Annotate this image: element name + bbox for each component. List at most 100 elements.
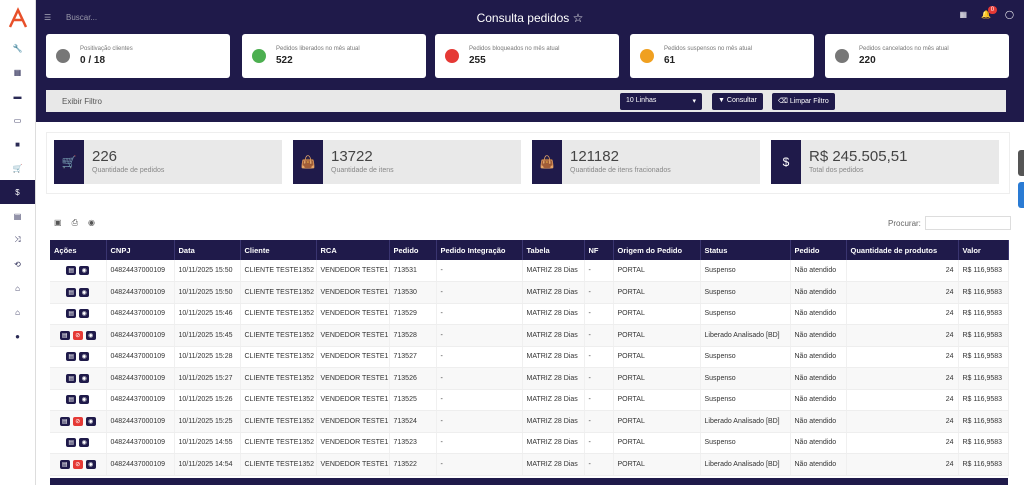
cell-rca: VENDEDOR TESTE1: [316, 281, 390, 304]
consultar-button[interactable]: ▼ Consultar: [712, 92, 763, 110]
book-icon[interactable]: ▬: [13, 91, 22, 101]
document-icon[interactable]: ▤: [66, 287, 77, 297]
cell-pedido: 713531: [389, 260, 437, 282]
grid-icon[interactable]: ▦: [959, 10, 968, 19]
briefcase-icon[interactable]: ■: [15, 139, 20, 149]
user-icon: [56, 49, 70, 63]
cell-cliente: CLIENTE TESTE1352: [240, 432, 317, 454]
eye-icon[interactable]: ◉: [79, 266, 90, 275]
eye-icon[interactable]: ◉: [79, 287, 90, 297]
cell-cnpj: 04824437000109: [106, 453, 175, 476]
column-header[interactable]: Quantidade de produtos: [846, 240, 959, 260]
app-logo[interactable]: [0, 0, 35, 36]
document-icon[interactable]: ▤: [59, 416, 70, 426]
home-icon[interactable]: ⌂: [15, 307, 20, 317]
eye-icon[interactable]: ◉: [79, 373, 90, 383]
shuffle-icon[interactable]: ⤨: [14, 235, 21, 244]
document-icon[interactable]: ▤: [59, 330, 70, 340]
row-actions: ▤ ◉: [50, 389, 107, 411]
eye-icon[interactable]: ◉: [79, 438, 90, 448]
table-row[interactable]: ▤ ⊘ ◉ 04824437000109 10/11/2025 15:25 CLIENTE…: [50, 410, 1009, 433]
cell-nf: -: [584, 432, 614, 454]
document-icon[interactable]: ▤: [66, 352, 77, 362]
column-header[interactable]: Pedido: [790, 240, 847, 260]
row-actions: ▤ ⊘ ◉: [50, 410, 107, 433]
column-header[interactable]: Valor: [958, 240, 1009, 260]
view-icon[interactable]: ◉: [87, 218, 95, 227]
document-icon[interactable]: ▤: [66, 266, 77, 275]
bell-icon[interactable]: 🔔 0: [981, 6, 998, 19]
eye-icon[interactable]: ◉: [79, 309, 90, 319]
column-header[interactable]: Status: [700, 240, 791, 260]
eye-icon[interactable]: ◉: [85, 459, 96, 469]
eye-icon[interactable]: ◉: [79, 395, 90, 405]
column-header[interactable]: Data: [174, 240, 241, 260]
cancel-icon[interactable]: ⊘: [72, 459, 83, 469]
table-row[interactable]: ▤ ◉ 04824437000109 10/11/2025 15:50 CLIENTE …: [50, 260, 1009, 282]
dollar-icon[interactable]: $: [0, 180, 35, 204]
cell-ped: Não atendido: [790, 281, 847, 304]
calculator-icon[interactable]: ▦: [13, 67, 22, 77]
user-icon[interactable]: ●: [15, 331, 20, 341]
lines-select[interactable]: 10 Linhas ▾: [620, 92, 702, 110]
eye-icon[interactable]: ◉: [85, 416, 96, 426]
cell-nf: -: [584, 410, 614, 433]
cell-origem: PORTAL: [613, 260, 701, 282]
cell-rca: VENDEDOR TESTE1: [316, 389, 390, 411]
store-icon[interactable]: ⌂: [15, 283, 20, 293]
column-header[interactable]: Tabela: [522, 240, 585, 260]
export-icon[interactable]: ▣: [54, 218, 62, 227]
table-row[interactable]: ▤ ◉ 04824437000109 10/11/2025 15:50 CLIENTE …: [50, 281, 1009, 304]
table-row[interactable]: ▤ ◉ 04824437000109 10/11/2025 14:55 CLIENTE …: [50, 432, 1009, 454]
column-header[interactable]: Cliente: [240, 240, 317, 260]
column-header[interactable]: Origem do Pedido: [613, 240, 701, 260]
eye-icon[interactable]: ◉: [85, 330, 96, 340]
document-icon[interactable]: ▤: [66, 373, 77, 383]
column-header[interactable]: CNPJ: [106, 240, 175, 260]
column-header[interactable]: NF: [584, 240, 614, 260]
cart-icon: 🛒: [54, 140, 84, 184]
cancel-icon[interactable]: ⊘: [72, 330, 83, 340]
cell-data: 10/11/2025 15:46: [174, 303, 241, 325]
document-icon[interactable]: ▤: [59, 459, 70, 469]
cart-icon[interactable]: 🛒: [12, 163, 23, 173]
table-icon[interactable]: ▤: [13, 211, 22, 221]
kpi-card: 👜 13722 Quantidade de itens: [293, 140, 521, 184]
table-row[interactable]: ▤ ◉ 04824437000109 10/11/2025 15:27 CLIENTE …: [50, 367, 1009, 390]
side-tab[interactable]: [1018, 182, 1024, 208]
table-row[interactable]: ▤ ⊘ ◉ 04824437000109 10/11/2025 14:54 CLIENTE…: [50, 453, 1009, 476]
wrench-icon[interactable]: 🔧: [12, 43, 23, 53]
cancel-icon[interactable]: ⊘: [72, 416, 83, 426]
cell-rca: VENDEDOR TESTE1: [316, 410, 390, 433]
cell-cnpj: 04824437000109: [106, 281, 175, 304]
refresh-icon[interactable]: ⟲: [14, 259, 21, 269]
user-icon[interactable]: ◯: [1005, 10, 1014, 19]
table-row[interactable]: ▤ ◉ 04824437000109 10/11/2025 15:28 CLIENTE …: [50, 346, 1009, 368]
side-tab[interactable]: [1018, 150, 1024, 176]
search-input[interactable]: Buscar...: [66, 12, 98, 22]
eye-icon[interactable]: ◉: [79, 352, 90, 362]
table-row[interactable]: ▤ ◉ 04824437000109 10/11/2025 15:46 CLIENTE …: [50, 303, 1009, 325]
document-icon[interactable]: ▤: [66, 438, 77, 448]
cell-tabela: MATRIZ 28 Dias: [522, 324, 585, 347]
filter-bar: Exibir Filtro 10 Linhas ▾ ▼ Consultar ⌫ L…: [46, 90, 1006, 112]
column-header[interactable]: Pedido Integração: [436, 240, 523, 260]
stat-value: 220: [859, 55, 876, 66]
filter-toggle[interactable]: Exibir Filtro: [62, 96, 103, 106]
money-icon[interactable]: ▭: [13, 115, 22, 125]
table-search-input[interactable]: [924, 216, 1011, 230]
limpar-filtro-button[interactable]: ⌫ Limpar Filtro: [772, 92, 835, 110]
column-header[interactable]: Ações: [50, 240, 107, 260]
column-header[interactable]: Pedido: [389, 240, 437, 260]
print-icon[interactable]: ⎙: [71, 218, 78, 227]
column-header[interactable]: RCA: [316, 240, 390, 260]
menu-icon[interactable]: ☰: [44, 12, 52, 22]
table-row[interactable]: ▤ ⊘ ◉ 04824437000109 10/11/2025 15:45 CLIENTE…: [50, 324, 1009, 347]
document-icon[interactable]: ▤: [66, 309, 77, 319]
cell-tabela: MATRIZ 28 Dias: [522, 367, 585, 390]
cell-data: 10/11/2025 15:27: [174, 367, 241, 390]
table-row[interactable]: ▤ ◉ 04824437000109 10/11/2025 15:26 CLIENTE …: [50, 389, 1009, 411]
star-icon[interactable]: ☆: [572, 11, 584, 25]
cell-origem: PORTAL: [613, 346, 701, 368]
document-icon[interactable]: ▤: [66, 395, 77, 405]
